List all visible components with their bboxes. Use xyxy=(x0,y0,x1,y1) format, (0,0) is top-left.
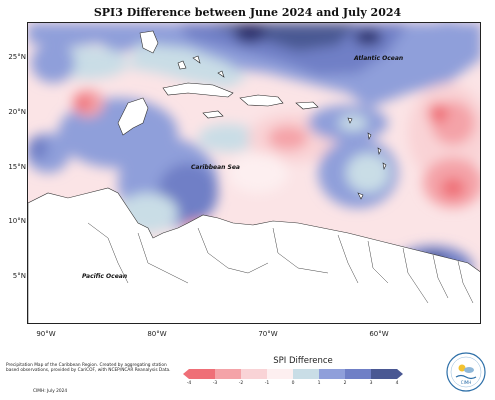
legend-tick-label: 3 xyxy=(369,381,373,386)
legend-arrow-low xyxy=(183,369,189,379)
legend-swatch xyxy=(293,369,320,379)
legend-swatch xyxy=(215,369,242,379)
caribbean-sea-label: Caribbean Sea xyxy=(191,164,240,171)
legend-arrow-high xyxy=(397,369,403,379)
lon-label: 80°W xyxy=(147,330,167,338)
legend-colorbar xyxy=(183,369,403,379)
legend-tick-label: 1 xyxy=(317,381,321,386)
lat-label: 15°N xyxy=(8,163,26,171)
map-title: SPI3 Difference between June 2024 and Ju… xyxy=(93,6,402,19)
lat-label: 20°N xyxy=(8,108,26,116)
landmass xyxy=(28,30,480,323)
legend-swatch xyxy=(267,369,294,379)
lon-label: 60°W xyxy=(369,330,389,338)
legend-tick-label: 0 xyxy=(291,381,295,386)
cimh-logo: CIMH xyxy=(446,352,486,392)
legend-swatch xyxy=(319,369,346,379)
legend-swatch xyxy=(241,369,268,379)
atlantic-ocean-label: Atlantic Ocean xyxy=(354,55,404,62)
legend-swatch xyxy=(371,369,398,379)
pacific-ocean-label: Pacific Ocean xyxy=(82,273,128,280)
lon-label: 70°W xyxy=(258,330,278,338)
legend-tick-label: -3 xyxy=(212,381,218,386)
map-description: Precipitation Map of the Caribbean Regio… xyxy=(6,363,171,374)
legend-title: SPI Difference xyxy=(273,356,333,366)
legend-tick-label: 4 xyxy=(395,381,399,386)
lon-label: 90°W xyxy=(36,330,56,338)
map-panel xyxy=(27,22,481,324)
legend-swatch xyxy=(345,369,372,379)
legend-swatch xyxy=(189,369,216,379)
spi-difference-map xyxy=(28,23,480,323)
legend-tick-label: -4 xyxy=(186,381,192,386)
lat-label: 25°N xyxy=(8,53,26,61)
legend-tick-label: 2 xyxy=(343,381,347,386)
logo-text: CIMH xyxy=(461,380,471,385)
country-borders xyxy=(87,222,474,304)
lat-label: 5°N xyxy=(12,272,26,280)
islands xyxy=(162,55,387,200)
legend-tick-label: -1 xyxy=(264,381,270,386)
legend-tick-label: -2 xyxy=(238,381,244,386)
lat-label: 10°N xyxy=(8,217,26,225)
map-credit: CIMH: July 2024 xyxy=(33,389,68,394)
